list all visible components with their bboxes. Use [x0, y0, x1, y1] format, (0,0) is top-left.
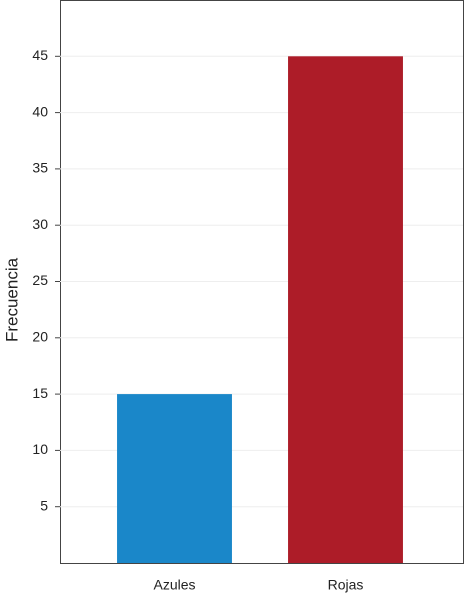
- x-tick-label: Azules: [153, 577, 195, 593]
- y-tick-label: 40: [32, 103, 48, 119]
- y-tick-label: 5: [40, 497, 48, 513]
- x-tick-label: Rojas: [328, 577, 364, 593]
- y-tick-label: 10: [32, 441, 48, 457]
- y-tick-label: 20: [32, 329, 48, 345]
- y-tick-label: 35: [32, 160, 48, 176]
- y-tick-label: 25: [32, 272, 48, 288]
- bar: [117, 394, 232, 563]
- y-tick-label: 30: [32, 216, 48, 232]
- y-axis-label: Frecuencia: [2, 257, 21, 342]
- bar: [288, 56, 403, 564]
- y-tick-label: 45: [32, 47, 48, 63]
- y-tick-label: 15: [32, 385, 48, 401]
